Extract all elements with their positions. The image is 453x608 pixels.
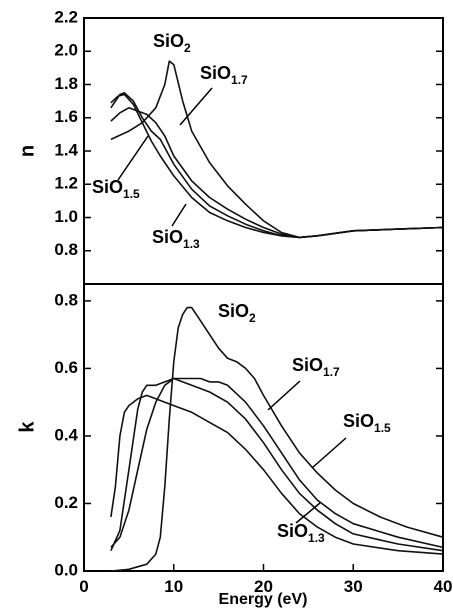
y-tick-label-n: 1.0: [54, 207, 78, 226]
annotation-sio2-top: SiO2: [153, 31, 191, 55]
y-ticks-k: 0.0 0.2 0.4 0.6 0.8: [54, 290, 443, 579]
annotation-sio13-top: SiO1.3: [152, 203, 200, 251]
y-tick-label-n: 1.4: [54, 140, 78, 159]
x-tick-label: 0: [79, 577, 88, 596]
pointer-sio13-top: [171, 203, 187, 227]
x-axis-title: Energy (eV): [219, 591, 308, 608]
svg-text:SiO1.7: SiO1.7: [200, 63, 248, 87]
series-line-n-sio13: [110, 93, 444, 239]
panel-k: 0.00.20.40.60.8 0 10 20 30 40 k Energy (eV) …: [16, 283, 452, 608]
y-tick-label-k: 0.2: [54, 493, 78, 512]
series-line-k-sio15: [110, 377, 444, 552]
svg-text:SiO1.3: SiO1.3: [277, 521, 325, 545]
x-tick-label: 10: [164, 577, 183, 596]
y-axis-title-n: n: [16, 145, 38, 157]
svg-text:SiO2: SiO2: [153, 31, 191, 55]
series-line-n-sio17: [110, 107, 444, 239]
pointer-sio13-bottom: [295, 502, 321, 524]
y-ticks-n: 0.8 1.0 1.2 1.4 1.6 1.8 2.0 2.2: [54, 7, 443, 259]
pointer-sio17-bottom: [267, 380, 301, 411]
annotation-sio17-top: SiO1.7: [179, 63, 248, 126]
y-tick-label-k: 0.4: [54, 425, 78, 444]
svg-text:SiO1.7: SiO1.7: [292, 355, 340, 379]
annotation-sio13-bottom: SiO1.3: [277, 502, 325, 545]
svg-text:SiO1.5: SiO1.5: [92, 177, 140, 201]
y-tick-label-n: 0.8: [54, 240, 78, 259]
y-tick-label-n: 2.2: [54, 7, 78, 26]
y-tick-label-k: 0.8: [54, 290, 78, 309]
pointer-sio15-top: [117, 135, 149, 181]
annotation-sio15-bottom: SiO1.5: [311, 411, 391, 469]
series-group-n: [110, 60, 444, 239]
y-axis-title-k: k: [16, 421, 38, 433]
svg-text:SiO2: SiO2: [218, 301, 256, 325]
y-tick-label-k: 0.0: [54, 560, 78, 579]
series-line-n-sio2: [110, 60, 444, 239]
series-group-k: [110, 306, 444, 572]
x-ticks: 0 10 20 30 40: [79, 564, 452, 596]
y-tick-label-n: 1.6: [54, 107, 78, 126]
annotation-sio15-top: SiO1.5: [92, 135, 149, 201]
y-tick-label-k: 0.6: [54, 358, 78, 377]
annotation-sio17-bottom: SiO1.7: [267, 355, 340, 411]
x-tick-label: 40: [434, 577, 453, 596]
svg-text:SiO1.5: SiO1.5: [343, 411, 391, 435]
series-line-k-sio2: [110, 306, 444, 572]
y-tick-label-n: 1.8: [54, 74, 78, 93]
series-line-k-sio17: [110, 377, 444, 549]
series-line-n-sio15: [110, 92, 444, 239]
y-tick-label-n: 2.0: [54, 41, 78, 60]
pointer-sio15-bottom: [311, 437, 347, 469]
pointer-sio17-top: [179, 87, 213, 126]
series-line-k-sio13: [110, 394, 444, 555]
panel-n: 0.8 1.0 1.2 1.4 1.6 1.8 2.0 2.2 n SiO2 SiO1.7 S…: [16, 7, 444, 285]
x-tick-label: 30: [344, 577, 363, 596]
svg-text:SiO1.3: SiO1.3: [152, 227, 200, 251]
y-tick-label-n: 1.2: [54, 174, 78, 193]
x-tick-label: 20: [254, 577, 273, 596]
annotation-sio2-bottom: SiO2: [218, 301, 256, 325]
